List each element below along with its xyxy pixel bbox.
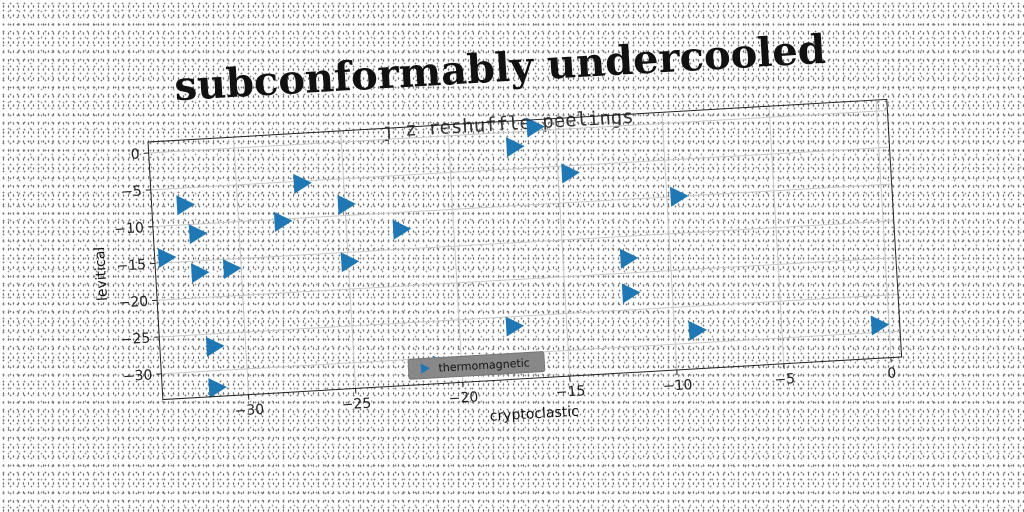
x-tick-label: −5	[774, 371, 796, 388]
x-tick-label: −30	[234, 402, 264, 420]
data-point	[340, 252, 360, 273]
data-point	[392, 219, 412, 240]
data-point	[526, 117, 545, 138]
y-tick-label: −20	[118, 294, 148, 312]
x-tick-label: 0	[887, 365, 897, 381]
y-tick-label: 0	[130, 147, 140, 163]
data-point	[561, 163, 580, 184]
data-point	[688, 320, 707, 341]
y-grid-line	[150, 146, 890, 191]
data-point	[621, 283, 641, 304]
data-point	[505, 316, 525, 337]
chart-title: subconformably undercooled	[173, 25, 827, 111]
x-grid-line	[768, 106, 785, 364]
data-point	[669, 186, 689, 207]
y-tick-label: −10	[114, 220, 144, 238]
scatter-plot: −30 −25 −20 −15 −10 −5 0 0 −5 −10 −15 −20 −25 −30 cry…	[92, 98, 903, 425]
y-grid-line	[148, 109, 888, 154]
x-tick-label: −25	[341, 396, 371, 414]
y-tick-label: −15	[116, 257, 146, 275]
data-point	[870, 315, 890, 336]
y-axis-label: levitical	[92, 246, 111, 301]
legend-marker	[420, 363, 430, 374]
data-point	[205, 336, 225, 357]
legend: thermomagnetic	[407, 351, 546, 380]
y-grid-line	[159, 293, 899, 338]
data-points	[157, 117, 890, 399]
x-grid-line	[661, 112, 678, 370]
data-point	[157, 248, 177, 269]
data-point	[176, 195, 195, 216]
x-grid-line	[447, 124, 464, 383]
data-point	[222, 259, 242, 280]
data-point	[208, 378, 227, 399]
x-tick-label: −10	[662, 377, 692, 395]
legend-label: thermomagnetic	[438, 356, 530, 374]
data-point	[337, 194, 356, 215]
y-grid-line	[157, 257, 896, 301]
x-tick-label: −15	[555, 383, 585, 401]
y-tick-label: −30	[122, 367, 152, 385]
data-point	[273, 211, 293, 232]
data-point	[188, 224, 208, 245]
plot-frame	[147, 98, 903, 401]
data-point	[619, 248, 639, 269]
data-point	[505, 137, 525, 158]
y-grid-line	[152, 183, 892, 228]
y-grid-line	[154, 220, 894, 264]
x-tick-label: −20	[448, 389, 478, 407]
data-point	[293, 173, 312, 194]
y-tick-label: −5	[121, 183, 143, 200]
y-tick-label: −25	[120, 331, 150, 349]
x-axis-label: cryptoclastic	[489, 404, 579, 425]
x-grid-line	[875, 99, 892, 358]
legend-box	[407, 351, 546, 380]
data-point	[190, 263, 210, 284]
x-grid-line	[233, 137, 250, 395]
x-grid-line	[554, 118, 571, 377]
axis-ticks: −30 −25 −20 −15 −10 −5 0 0 −5 −10 −15 −20 −25 −30	[114, 147, 897, 420]
